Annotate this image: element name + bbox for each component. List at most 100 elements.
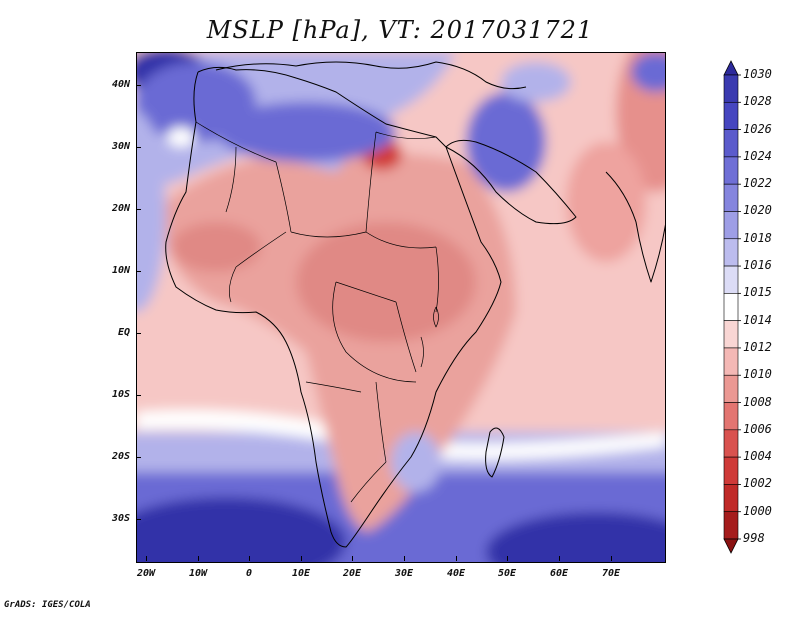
pressure-map (136, 52, 666, 563)
pressure-region (566, 142, 646, 262)
lat-tick-label: EQ (117, 327, 130, 338)
colorbar-segment (723, 74, 739, 103)
lon-tick (456, 556, 457, 561)
pressure-region (466, 92, 546, 192)
colorbar-level-label: 998 (743, 531, 765, 545)
coastline (485, 427, 505, 478)
lon-tick-label: 70E (601, 568, 621, 579)
lat-tick-label: 30N (111, 141, 130, 152)
map-canvas (136, 52, 666, 563)
lon-tick-label: 0 (245, 568, 253, 579)
lon-tick-label: 20E (342, 568, 362, 579)
lon-tick (249, 556, 250, 561)
colorbar-level-label: 1018 (743, 230, 772, 245)
coastline (165, 66, 502, 548)
lon-tick-label: 30E (394, 568, 414, 579)
lat-tick (136, 519, 141, 520)
lat-tick (136, 209, 141, 210)
pressure-region (391, 432, 441, 492)
lat-tick-label: 20N (111, 203, 130, 214)
colorbar-level-label: 1028 (743, 94, 772, 109)
pressure-region (296, 222, 476, 342)
lon-tick (301, 556, 302, 561)
colorbar-segment (723, 511, 739, 540)
colorbar-segment (723, 374, 739, 403)
coastline (445, 139, 577, 225)
pressure-region (501, 62, 571, 102)
colorbar-segment (723, 456, 739, 485)
colorbar-segment (723, 402, 739, 431)
colorbar-level-label: 1020 (743, 203, 772, 218)
coastline (215, 61, 527, 90)
lon-tick-label: 50E (497, 568, 517, 579)
colorbar-segment (723, 211, 739, 240)
lat-tick (136, 85, 141, 86)
colorbar-level-label: 1026 (743, 121, 772, 136)
colorbar-segment (723, 293, 739, 321)
colorbar-level-label: 1000 (743, 503, 772, 518)
colorbar-segment (723, 238, 739, 267)
colorbar-level-label: 1012 (743, 339, 772, 354)
lon-tick (404, 556, 405, 561)
colorbar-level-label: 1016 (743, 258, 772, 273)
country-border (195, 121, 439, 503)
pressure-region (171, 222, 261, 272)
lon-tick (611, 556, 612, 561)
lon-tick-label: 10W (188, 568, 208, 579)
pressure-region (216, 102, 396, 162)
colorbar-segment (723, 429, 739, 458)
pressure-region (136, 112, 166, 312)
country-border (420, 306, 439, 368)
lat-tick (136, 147, 141, 148)
lon-tick (146, 556, 147, 561)
colorbar-segment (723, 183, 739, 212)
colorbar-level-label: 1022 (743, 176, 772, 191)
colorbar-level-label: 1024 (743, 148, 772, 163)
colorbar-segment (723, 265, 739, 294)
coastlines-and-borders (165, 61, 666, 548)
pressure-region (136, 62, 256, 142)
colorbar-level-label: 1015 (743, 285, 772, 300)
colorbar-level-label: 1004 (743, 449, 772, 464)
lon-tick (198, 556, 199, 561)
lat-tick (136, 271, 141, 272)
lat-tick (136, 333, 141, 334)
colorbar-level-label: 1008 (743, 394, 772, 409)
pressure-region (486, 512, 666, 563)
pressure-region (136, 409, 666, 460)
colorbar-segment (723, 347, 739, 376)
plot-title: MSLP [hPa], VT: 2017031721 (206, 16, 594, 44)
colorbar-segment (723, 156, 739, 185)
colorbar-segment (723, 484, 739, 513)
lat-tick-label: 40N (111, 79, 130, 90)
lon-tick (507, 556, 508, 561)
pressure-region (631, 52, 666, 92)
colorbar-level-label: 1006 (743, 421, 772, 436)
colorbar-top-arrow (723, 60, 739, 76)
lon-tick (352, 556, 353, 561)
colorbar-level-label: 1030 (743, 67, 772, 81)
colorbar-level-label: 1014 (743, 312, 772, 327)
colorbar-segment (723, 129, 739, 158)
credit-text: GrADS: IGES/COLA (4, 600, 91, 610)
lon-tick-label: 60E (549, 568, 569, 579)
lat-tick (136, 395, 141, 396)
pressure-field (136, 52, 666, 563)
lon-tick-label: 20W (136, 568, 156, 579)
pressure-region (136, 497, 346, 563)
lon-tick-label: 10E (291, 568, 311, 579)
colorbar-segment (723, 101, 739, 130)
colorbar-level-label: 1002 (743, 476, 772, 491)
colorbar-segment (723, 320, 739, 349)
lon-tick (559, 556, 560, 561)
lat-tick-label: 10N (111, 265, 130, 276)
colorbar-level-label: 1010 (743, 367, 772, 382)
lat-tick-label: 20S (111, 451, 130, 462)
lat-tick-label: 10S (111, 389, 130, 400)
coastline (605, 171, 666, 283)
lon-tick-label: 40E (446, 568, 466, 579)
lat-tick (136, 457, 141, 458)
pressure-region (167, 127, 195, 147)
colorbar-bottom-arrow (723, 538, 739, 554)
